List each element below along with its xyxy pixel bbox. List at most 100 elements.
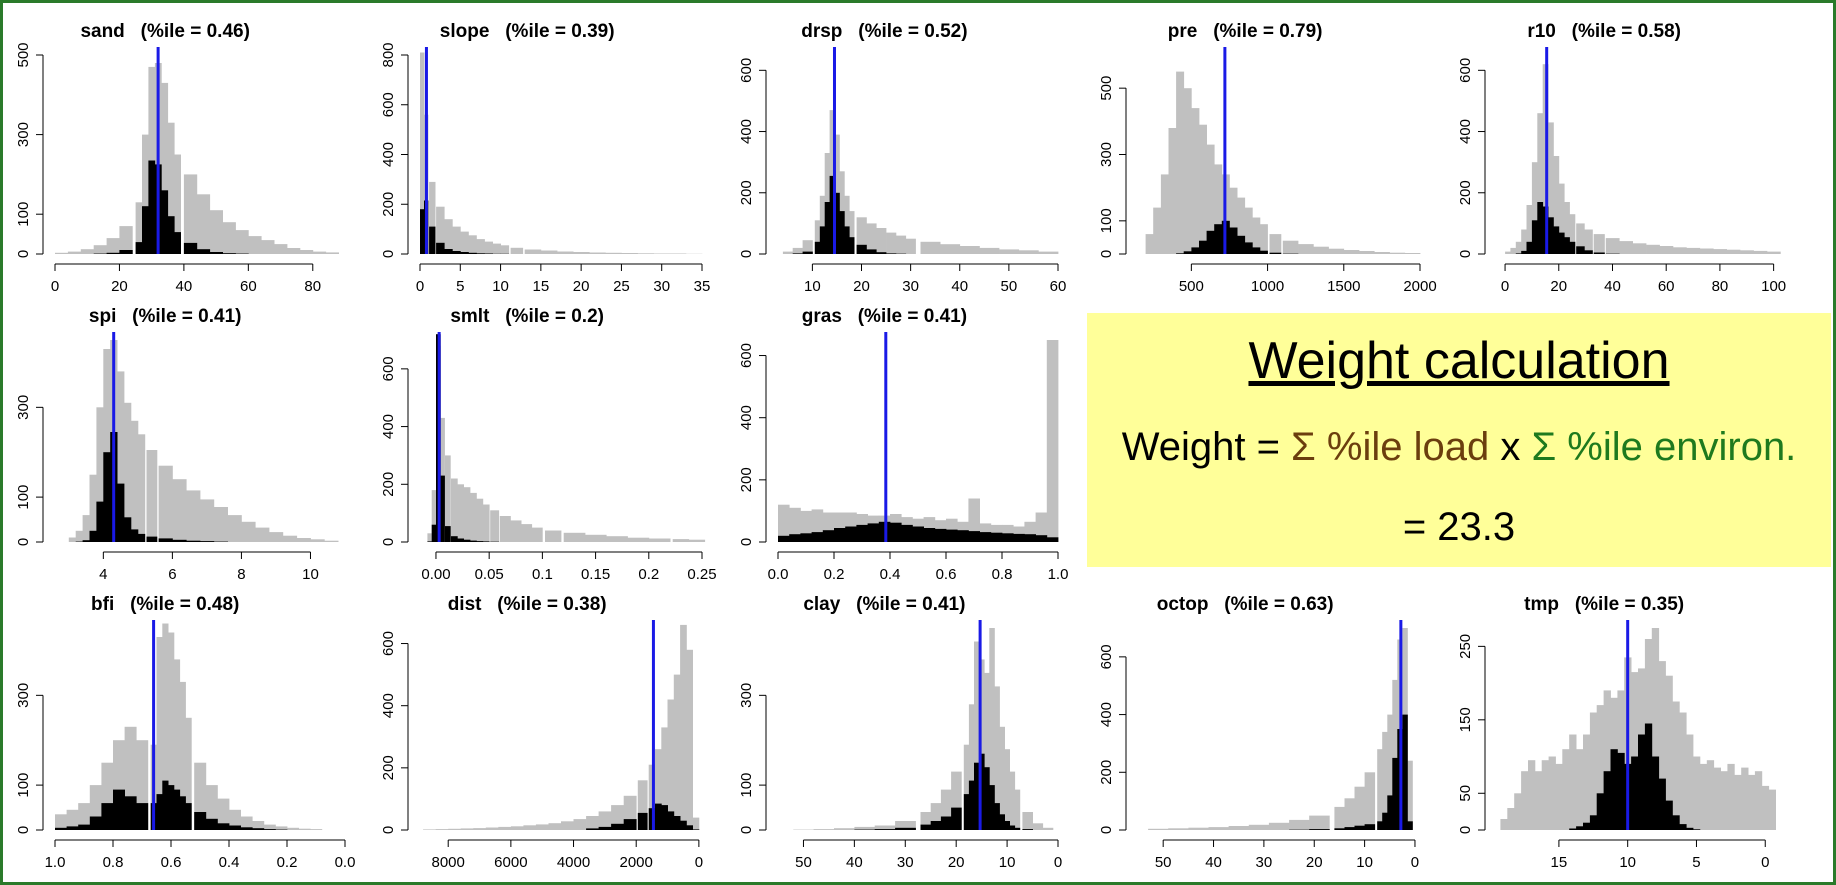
x-axis: 0 20 40 60 80 [51,263,321,295]
background-bar [1377,749,1383,830]
background-bar [1252,217,1261,254]
background-bar [1328,248,1345,254]
selected-bar [148,160,156,254]
background-bar [814,220,821,254]
background-bar [598,811,612,830]
selected-bar [611,823,624,830]
histogram-panel: pre (%ile = 0.79) 500 1000 1500 2000 0 100 300 5… [1098,21,1437,295]
background-bar [287,248,301,254]
y-tick-label: 200 [380,192,397,217]
x-tick-label: 35 [694,278,711,295]
selected-bar [229,825,241,830]
x-tick-label: 30 [1256,854,1273,871]
background-bar [484,241,493,254]
background-bar [1214,164,1223,254]
background-bar [217,798,230,830]
selected-bar [999,814,1005,830]
background-bar [1605,238,1620,254]
background-bar [68,537,77,542]
background-bar [457,484,464,542]
background-bar [874,825,896,830]
background-bar [1024,521,1036,542]
y-tick-label: 0 [380,250,397,258]
background-bar [999,726,1005,830]
x-tick-label: 2000 [620,854,653,871]
selected-bar [990,532,1003,542]
formula-times: x [1489,425,1532,469]
background-bar [531,527,543,542]
panel-title: pre (%ile = 0.79) [1168,21,1323,42]
background-bar [1699,248,1714,254]
background-bar [240,816,253,830]
background-bar [1603,690,1611,830]
background-bar [963,744,970,830]
background-bar [1208,827,1229,830]
selected-bar [623,819,637,830]
selected-bar [979,532,992,542]
background-bar [460,828,474,830]
selected-bar [142,206,149,254]
selected-bar [934,528,947,542]
selected-bar [1176,253,1185,254]
y-axis: 0 200 400 600 [1098,644,1127,834]
background-bar [1553,156,1560,254]
selected-bar [686,825,693,830]
background-bar [1248,824,1270,830]
x-tick-label: 1000 [1251,278,1284,295]
selected-bar [135,242,143,254]
selected-bar [968,531,980,542]
selected-bar [162,780,169,830]
background-bar [468,235,477,254]
background-bar [227,515,242,542]
selected-bar [468,252,477,254]
background-bar [1521,771,1529,830]
background-bar [1168,828,1189,830]
selected-bar [789,534,801,542]
background-bar [296,538,311,542]
background-bar [156,637,163,830]
y-tick-label: 600 [738,343,755,368]
selected-bar [661,805,668,830]
selected-bar [1214,224,1223,254]
background-bar [1359,251,1375,254]
background-bar [920,241,941,254]
background-bar [1672,701,1680,830]
background-bar [994,686,1000,830]
background-bar [1374,252,1390,254]
background-bar [235,230,249,254]
x-tick-label: 0 [1761,854,1769,871]
background-bar [886,232,897,254]
selected-bar [895,827,916,830]
background-bar [229,809,241,830]
background-bar [1658,661,1666,830]
background-bar [1515,241,1522,254]
x-tick-label: 4000 [557,854,590,871]
background-bar [686,649,693,830]
background-bar [1526,205,1533,254]
background-bar [648,538,671,542]
selected-bar [792,253,803,254]
background-bar [498,826,512,830]
background-bar [1206,144,1215,254]
y-tick-label: 0 [738,538,755,546]
x-tick-label: 10 [302,566,319,583]
background-bar [563,532,586,542]
background-bar [1727,763,1735,830]
background-bar [172,479,187,542]
background-bar [1537,113,1544,254]
x-tick-label: 0.4 [880,566,901,583]
x-tick-label: 5 [1692,854,1700,871]
background-bar [1244,207,1253,254]
background-bar [1583,734,1591,830]
y-tick-label: 600 [380,356,397,381]
panel-title: spi (%ile = 0.41) [89,306,242,327]
selected-bar [829,175,835,254]
selected-bar [240,827,253,830]
y-tick-label: 100 [15,485,32,510]
x-tick-label: 0.05 [475,566,504,583]
x-tick-label: 0 [1054,854,1062,871]
y-tick-label: 0 [15,538,32,546]
y-tick-label: 600 [738,58,755,83]
selected-bar [849,237,855,254]
background-bar [849,211,855,254]
